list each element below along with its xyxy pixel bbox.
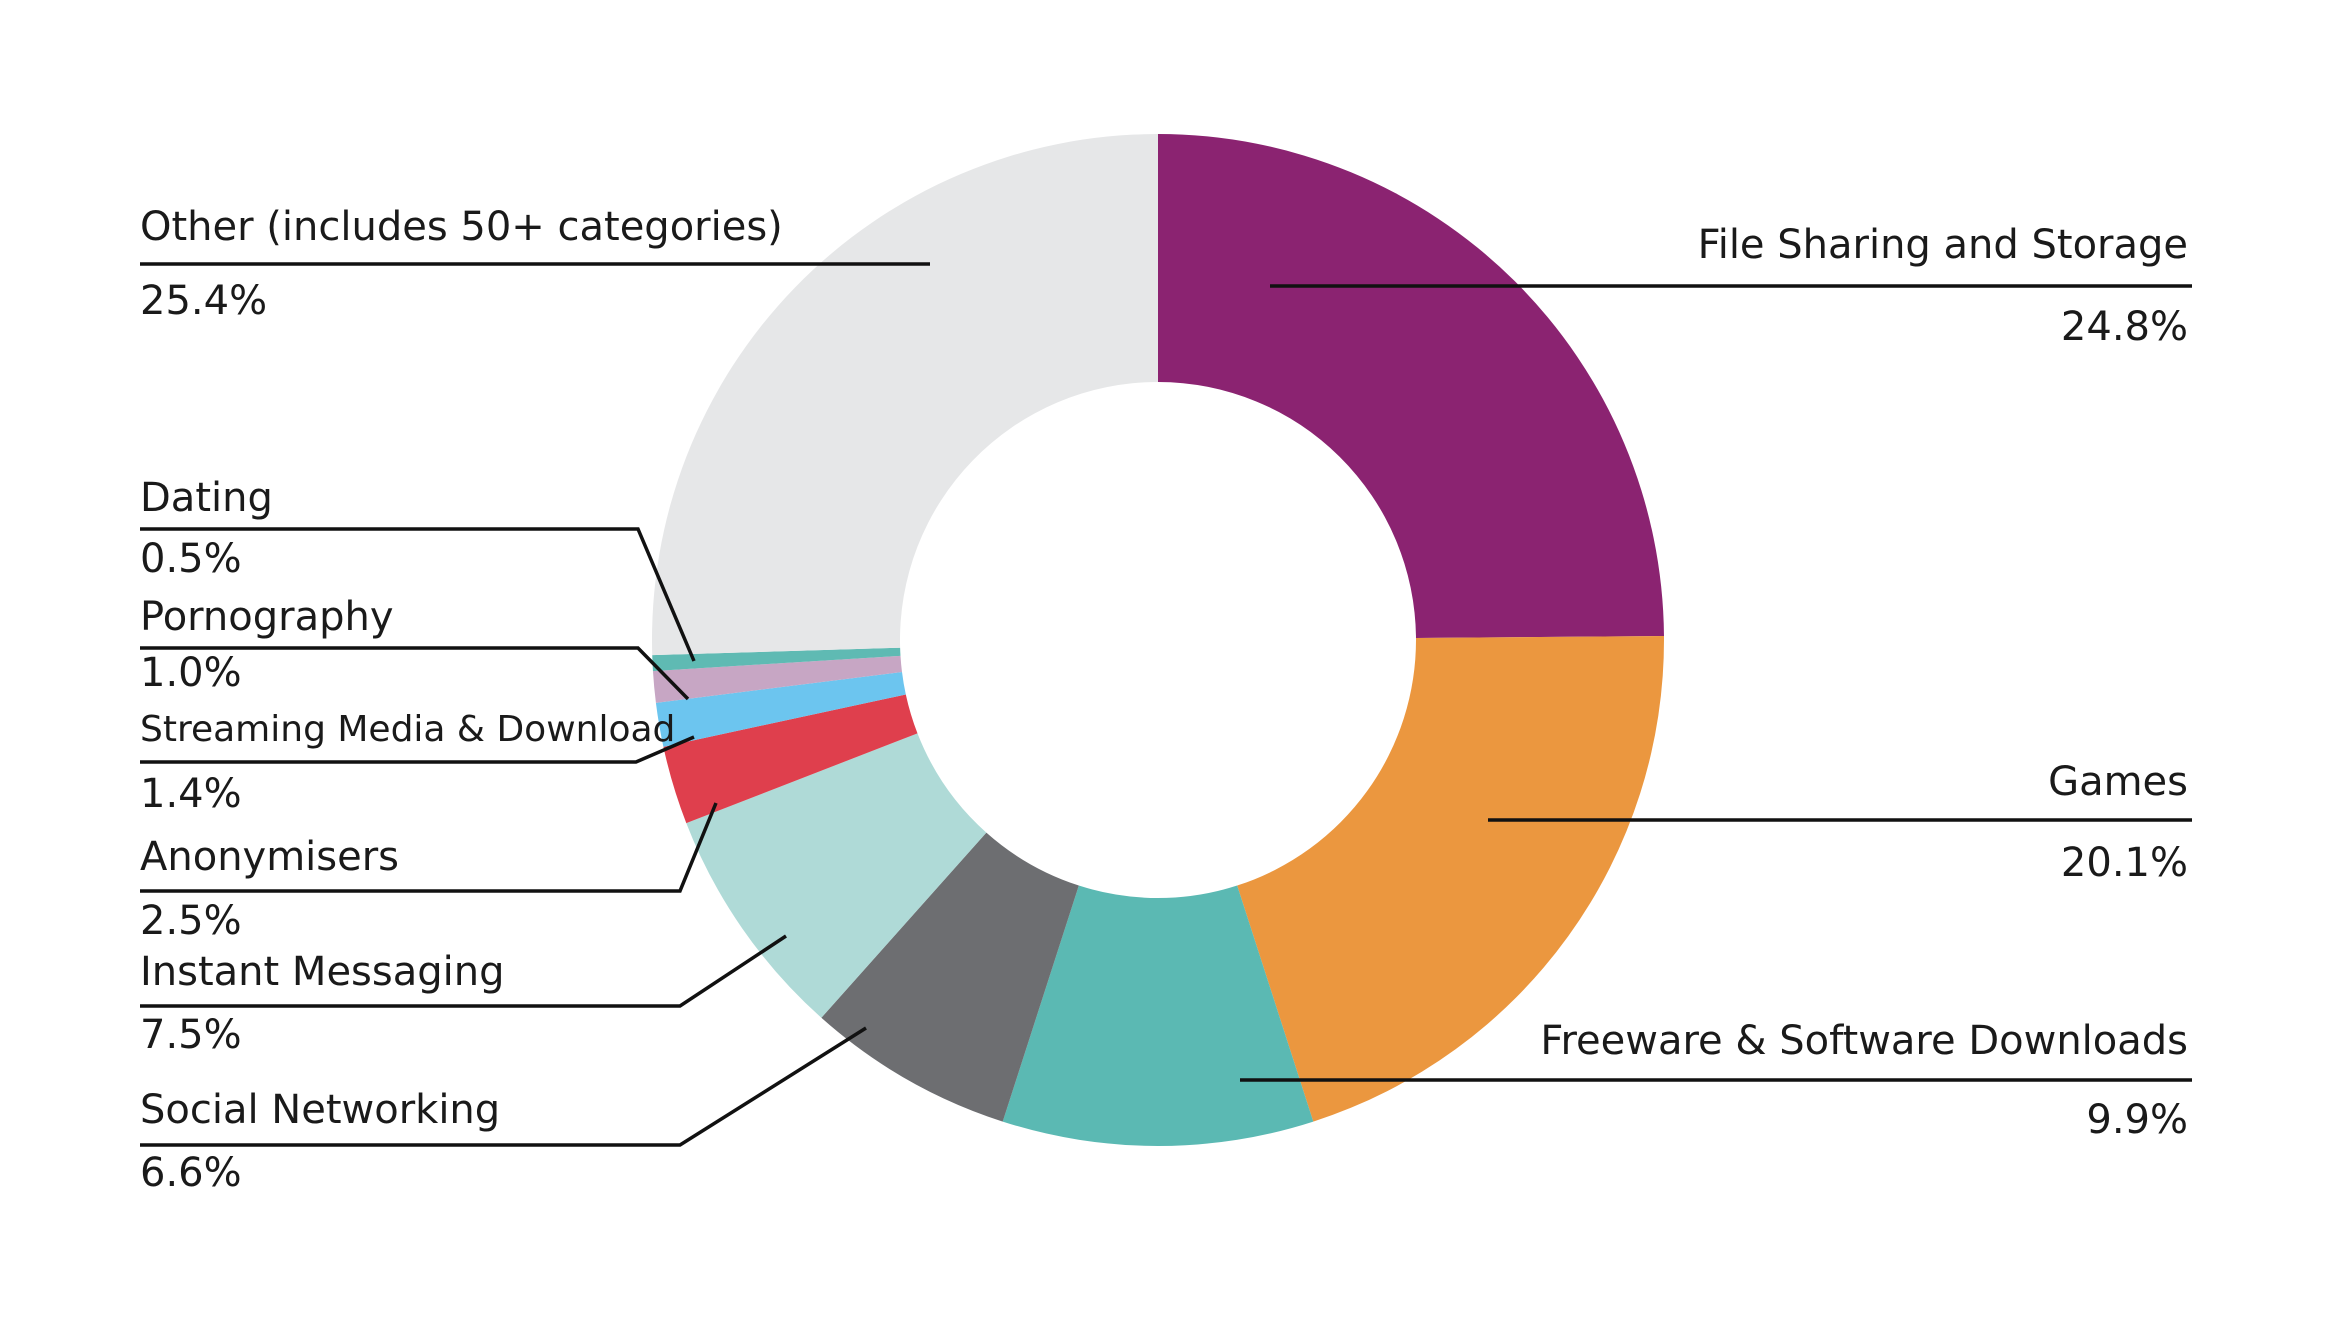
slice-social-networking	[821, 832, 1079, 1122]
slice-value-freeware-and-software-downloads: 9.9%	[2086, 1097, 2188, 1143]
leader-line-pornography	[140, 646, 690, 701]
slice-label-instant-messaging: Instant Messaging	[140, 949, 505, 995]
slice-games	[1237, 636, 1664, 1122]
slice-value-file-sharing-and-storage: 24.8%	[2061, 304, 2188, 350]
slice-label-freeware-and-software-downloads: Freeware & Software Downloads	[1540, 1018, 2188, 1064]
slice-label-streaming-media-and-download: Streaming Media & Download	[140, 709, 675, 750]
slice-streaming-media-and-download	[655, 672, 906, 747]
leader-line-instant-messaging	[140, 934, 787, 1008]
leader-line-social-networking	[140, 1026, 867, 1147]
slice-label-other-includes-50-categories: Other (includes 50+ categories)	[140, 204, 783, 250]
slice-value-instant-messaging: 7.5%	[140, 1012, 242, 1058]
slice-instant-messaging	[686, 733, 987, 1018]
slice-label-pornography: Pornography	[140, 594, 394, 640]
slice-label-social-networking: Social Networking	[140, 1087, 500, 1133]
leader-lines-layer	[140, 262, 2192, 1147]
slice-label-anonymisers: Anonymisers	[140, 834, 399, 880]
slice-value-streaming-media-and-download: 1.4%	[140, 771, 242, 817]
slice-freeware-and-software-downloads	[1002, 885, 1314, 1147]
slice-value-games: 20.1%	[2061, 840, 2188, 886]
slice-value-social-networking: 6.6%	[140, 1150, 242, 1196]
slice-label-file-sharing-and-storage: File Sharing and Storage	[1698, 222, 2188, 268]
slice-file-sharing-and-storage	[1158, 134, 1664, 638]
labels-layer: File Sharing and Storage 24.8% Games 20.1% F…	[140, 204, 2188, 1196]
slice-other-includes-50-categories	[652, 134, 1158, 656]
slice-label-dating: Dating	[140, 475, 273, 521]
slice-label-games: Games	[2048, 759, 2188, 805]
slice-value-dating: 0.5%	[140, 536, 242, 582]
slices-layer	[652, 134, 1664, 1147]
leader-line-anonymisers	[140, 802, 718, 893]
slice-pornography	[652, 655, 902, 703]
slice-dating	[652, 647, 901, 672]
leader-line-streaming-media-and-download	[140, 735, 695, 764]
slice-anonymisers	[663, 694, 918, 824]
leader-line-dating	[140, 527, 696, 662]
slice-value-other-includes-50-categories: 25.4%	[140, 278, 267, 324]
slice-value-anonymisers: 2.5%	[140, 898, 242, 944]
slice-value-pornography: 1.0%	[140, 650, 242, 696]
